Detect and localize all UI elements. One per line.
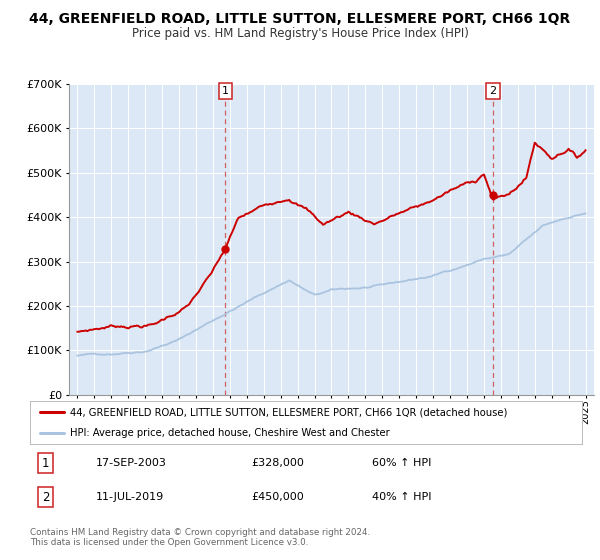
Text: 44, GREENFIELD ROAD, LITTLE SUTTON, ELLESMERE PORT, CH66 1QR: 44, GREENFIELD ROAD, LITTLE SUTTON, ELLE… (29, 12, 571, 26)
Text: 2: 2 (490, 86, 496, 96)
Text: £450,000: £450,000 (251, 492, 304, 502)
Text: HPI: Average price, detached house, Cheshire West and Chester: HPI: Average price, detached house, Ches… (70, 428, 389, 438)
Text: Contains HM Land Registry data © Crown copyright and database right 2024.: Contains HM Land Registry data © Crown c… (30, 528, 370, 536)
Text: Price paid vs. HM Land Registry's House Price Index (HPI): Price paid vs. HM Land Registry's House … (131, 27, 469, 40)
Text: 11-JUL-2019: 11-JUL-2019 (96, 492, 164, 502)
Text: This data is licensed under the Open Government Licence v3.0.: This data is licensed under the Open Gov… (30, 538, 308, 547)
Text: 1: 1 (221, 86, 229, 96)
Text: 40% ↑ HPI: 40% ↑ HPI (372, 492, 432, 502)
Text: 44, GREENFIELD ROAD, LITTLE SUTTON, ELLESMERE PORT, CH66 1QR (detached house): 44, GREENFIELD ROAD, LITTLE SUTTON, ELLE… (70, 408, 507, 417)
Text: 60% ↑ HPI: 60% ↑ HPI (372, 458, 431, 468)
Text: 1: 1 (42, 456, 49, 470)
Text: 2: 2 (42, 491, 49, 503)
Text: £328,000: £328,000 (251, 458, 304, 468)
Text: 17-SEP-2003: 17-SEP-2003 (96, 458, 167, 468)
